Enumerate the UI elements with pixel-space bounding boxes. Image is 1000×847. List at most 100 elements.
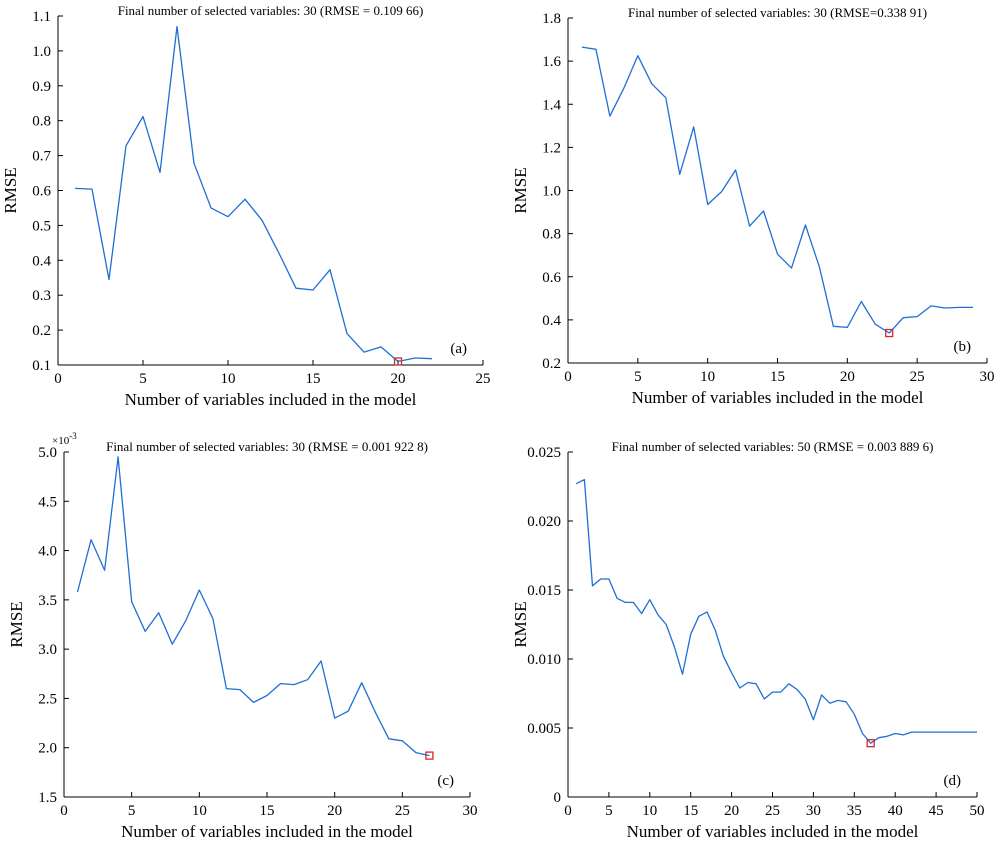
data-point bbox=[763, 698, 765, 700]
data-point bbox=[74, 187, 76, 189]
data-point bbox=[665, 97, 667, 99]
data-point bbox=[804, 224, 806, 226]
data-point bbox=[693, 126, 695, 128]
data-point bbox=[779, 691, 781, 693]
y-tick-label: 1.0 bbox=[32, 44, 51, 60]
data-point bbox=[225, 687, 227, 689]
x-tick-label: 25 bbox=[765, 803, 780, 819]
panel-2: 0 5 10 15 20 25 30 0.2 0.4 0.6 0.8 1.0 1.2 1.4 1.6 1.8 F… bbox=[511, 5, 995, 407]
data-point bbox=[159, 171, 161, 173]
data-point bbox=[846, 326, 848, 328]
data-point bbox=[624, 601, 626, 603]
data-point bbox=[886, 735, 888, 737]
y-axis-title: RMSE bbox=[511, 601, 530, 647]
data-point bbox=[142, 115, 144, 117]
data-point bbox=[320, 660, 322, 662]
data-point bbox=[279, 682, 281, 684]
data-point bbox=[649, 598, 651, 600]
x-axis-title: Number of variables included in the mode… bbox=[121, 822, 413, 841]
x-tick-label: 20 bbox=[327, 803, 342, 819]
x-tick-label: 30 bbox=[806, 803, 821, 819]
data-point bbox=[944, 307, 946, 309]
data-point bbox=[171, 643, 173, 645]
rmse-line bbox=[74, 25, 433, 363]
x-tick-label: 0 bbox=[564, 369, 572, 385]
data-point bbox=[747, 681, 749, 683]
data-point bbox=[804, 698, 806, 700]
data-point bbox=[295, 287, 297, 289]
y-tick-label: 0.1 bbox=[32, 358, 51, 374]
y-scale-note: ×10-3 bbox=[52, 431, 77, 447]
data-point bbox=[888, 332, 890, 334]
data-point bbox=[428, 754, 430, 756]
rmse-line bbox=[581, 46, 973, 334]
x-tick-label: 15 bbox=[306, 371, 321, 387]
y-tick-label: 2.5 bbox=[38, 691, 57, 707]
y-tick-label: 0.6 bbox=[32, 184, 51, 200]
x-tick-label: 5 bbox=[128, 803, 136, 819]
x-tick-label: 10 bbox=[221, 371, 236, 387]
data-point bbox=[665, 623, 667, 625]
y-tick-label: 3.0 bbox=[38, 642, 57, 658]
y-tick-label: 1.8 bbox=[542, 11, 561, 27]
data-point bbox=[212, 617, 214, 619]
data-point bbox=[609, 115, 611, 117]
data-point bbox=[902, 317, 904, 319]
panel-tag: (b) bbox=[954, 339, 972, 355]
y-tick-label: 4.5 bbox=[38, 494, 57, 510]
panel-4: 0 5 10 15 20 25 30 35 40 45 50 0 0.005 0.010 0.015 0.02… bbox=[511, 439, 985, 841]
x-tick-label: 10 bbox=[700, 369, 715, 385]
y-tick-label: 0.4 bbox=[542, 313, 561, 329]
data-point bbox=[690, 633, 692, 635]
data-point bbox=[227, 215, 229, 217]
data-point bbox=[431, 358, 433, 360]
x-tick-label: 10 bbox=[642, 803, 657, 819]
data-point bbox=[837, 699, 839, 701]
data-point bbox=[401, 740, 403, 742]
selected-minimum-marker bbox=[885, 328, 894, 338]
data-point bbox=[312, 289, 314, 291]
panel-tag: (d) bbox=[944, 773, 962, 789]
y-tick-label: 1.0 bbox=[542, 184, 561, 200]
data-point bbox=[706, 203, 708, 205]
data-point bbox=[762, 210, 764, 212]
y-scale-exponent: -3 bbox=[69, 431, 77, 441]
data-point bbox=[902, 734, 904, 736]
data-point bbox=[361, 681, 363, 683]
data-point bbox=[363, 351, 365, 353]
data-point bbox=[681, 673, 683, 675]
data-point bbox=[278, 252, 280, 254]
data-point bbox=[651, 83, 653, 85]
x-tick-label: 20 bbox=[391, 371, 406, 387]
data-point bbox=[608, 578, 610, 580]
data-point bbox=[306, 679, 308, 681]
data-point bbox=[103, 569, 105, 571]
x-tick-label: 15 bbox=[260, 803, 275, 819]
data-point bbox=[910, 731, 912, 733]
data-point bbox=[673, 645, 675, 647]
data-point bbox=[788, 683, 790, 685]
data-point bbox=[869, 742, 871, 744]
data-point bbox=[790, 267, 792, 269]
data-point bbox=[632, 601, 634, 603]
data-point bbox=[591, 585, 593, 587]
data-point bbox=[210, 207, 212, 209]
data-point bbox=[927, 731, 929, 733]
data-point bbox=[853, 713, 855, 715]
y-tick-label: 4.0 bbox=[38, 544, 57, 560]
y-tick-label: 1.5 bbox=[38, 790, 57, 806]
y-tick-label: 1.2 bbox=[542, 140, 561, 156]
y-tick-label: 0.020 bbox=[527, 514, 561, 530]
selected-minimum-marker bbox=[393, 357, 403, 366]
data-point bbox=[623, 87, 625, 89]
data-point bbox=[874, 323, 876, 325]
data-point bbox=[976, 731, 978, 733]
x-tick-label: 25 bbox=[910, 369, 925, 385]
data-point bbox=[771, 691, 773, 693]
data-point bbox=[943, 731, 945, 733]
data-point bbox=[616, 597, 618, 599]
y-tick-label: 0.3 bbox=[32, 288, 51, 304]
data-point bbox=[796, 688, 798, 690]
x-axis-title: Number of variables included in the mode… bbox=[627, 822, 919, 841]
data-point bbox=[198, 589, 200, 591]
